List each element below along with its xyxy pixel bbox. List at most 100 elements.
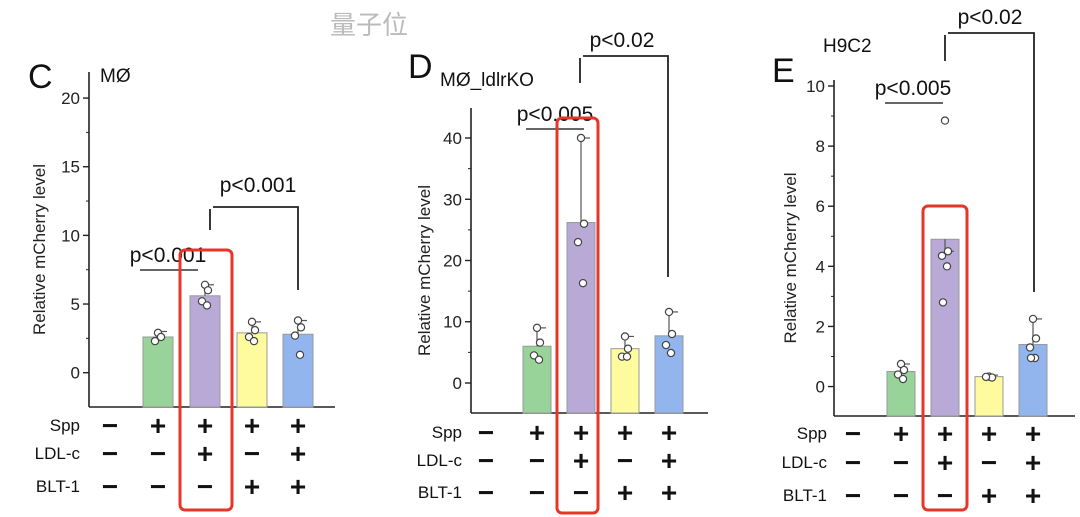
data-point [661, 340, 671, 350]
data-point [579, 219, 589, 228]
p-value-label: p<0.02 [590, 29, 655, 52]
minus-sign: − [150, 438, 166, 469]
condition-label-ldl-c: LDL-c [782, 453, 828, 472]
data-point [150, 336, 160, 346]
plus-sign: + [573, 417, 589, 448]
data-point [576, 133, 586, 143]
data-point [623, 344, 633, 353]
data-point [898, 374, 908, 384]
plus-sign: + [290, 471, 306, 502]
significance-bracket [209, 206, 299, 290]
highlight-box [555, 116, 600, 515]
y-tick-label: 20 [443, 252, 462, 271]
plus-sign: + [529, 417, 545, 448]
data-point [532, 323, 542, 333]
y-tick-label: 6 [816, 197, 825, 216]
data-point [940, 116, 950, 125]
minus-sign: − [478, 445, 494, 476]
p-value-label: p<0.001 [220, 174, 297, 197]
y-tick-label: 40 [443, 129, 462, 148]
y-tick-label: 2 [816, 317, 825, 336]
plus-sign: + [617, 417, 633, 448]
data-point [247, 317, 257, 327]
plus-sign: + [661, 417, 677, 448]
minus-sign: − [102, 410, 118, 441]
y-tick-label: 10 [61, 226, 80, 245]
panel-letter: E [772, 52, 795, 90]
data-point [535, 338, 545, 347]
plus-sign: + [573, 445, 589, 476]
highlight-box [921, 204, 969, 512]
y-axis-label: Relative mCherry level [415, 185, 434, 356]
panel-letter: D [408, 48, 433, 86]
data-point [249, 336, 259, 346]
data-point [1025, 343, 1035, 352]
minus-sign: − [845, 418, 861, 449]
y-tick-label: 10 [443, 313, 462, 332]
plus-sign: + [197, 438, 213, 469]
data-point [937, 251, 947, 261]
significance-bracket [579, 55, 669, 277]
y-tick-label: 0 [71, 364, 80, 383]
bar-spp-ldl-c [189, 295, 221, 408]
plus-sign: + [1025, 480, 1041, 511]
plus-sign: + [150, 410, 166, 441]
plus-sign: + [617, 477, 633, 508]
data-point [573, 237, 583, 247]
plus-sign: + [1025, 418, 1041, 449]
data-point [578, 278, 588, 288]
plus-sign: + [290, 410, 306, 441]
y-tick-label: 0 [816, 378, 825, 397]
data-point [938, 298, 948, 307]
minus-sign: − [478, 417, 494, 448]
bar-spp-blt-1 [236, 332, 268, 408]
minus-sign: − [102, 438, 118, 469]
panel-title: MØ_ldlrKO [440, 70, 534, 91]
plus-sign: + [893, 418, 909, 449]
panel-title: H9C2 [823, 36, 872, 57]
y-tick-label: 15 [61, 158, 80, 177]
plus-sign: + [197, 410, 213, 441]
minus-sign: − [845, 480, 861, 511]
data-point [899, 365, 909, 375]
condition-label-spp: Spp [797, 424, 827, 443]
significance-bracket [944, 32, 1035, 292]
data-point [203, 286, 213, 295]
data-point [156, 332, 166, 342]
plus-sign: + [661, 445, 677, 476]
data-point [664, 307, 674, 317]
data-point [534, 355, 544, 364]
minus-sign: − [573, 477, 589, 508]
data-point [981, 372, 991, 382]
plus-sign: + [1025, 447, 1041, 478]
data-point [296, 323, 306, 332]
y-tick-label: 20 [61, 89, 80, 108]
y-tick-label: 8 [816, 137, 825, 156]
plus-sign: + [937, 418, 953, 449]
minus-sign: − [478, 477, 494, 508]
p-value-label: p<0.005 [875, 77, 952, 100]
condition-label-ldl-c: LDL-c [417, 451, 463, 470]
condition-label-blt-1: BLT-1 [36, 477, 80, 496]
plus-sign: + [981, 418, 997, 449]
data-point [666, 348, 676, 358]
data-point [295, 350, 305, 360]
minus-sign: − [893, 447, 909, 478]
condition-label-spp: Spp [432, 423, 462, 442]
minus-sign: − [529, 445, 545, 476]
plus-sign: + [244, 410, 260, 441]
data-point [622, 352, 632, 361]
highlight-box [178, 248, 234, 512]
plus-sign: + [661, 477, 677, 508]
minus-sign: − [937, 480, 953, 511]
condition-label-spp: Spp [50, 416, 80, 435]
minus-sign: − [617, 445, 633, 476]
data-point [1026, 353, 1036, 363]
minus-sign: − [244, 438, 260, 469]
y-axis-label: Relative mCherry level [30, 164, 49, 335]
panel-letter: C [28, 58, 53, 96]
y-tick-label: 0 [453, 374, 462, 393]
watermark: 量子位 [330, 10, 408, 40]
minus-sign: − [845, 447, 861, 478]
